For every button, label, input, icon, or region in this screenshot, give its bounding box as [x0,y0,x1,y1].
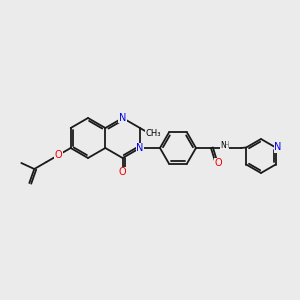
Text: N: N [119,113,126,123]
Text: CH₃: CH₃ [145,128,161,137]
Text: H: H [223,140,229,149]
Text: O: O [119,167,127,177]
Text: O: O [55,150,62,160]
Text: N: N [220,140,226,149]
Text: N: N [274,142,281,152]
Text: O: O [214,158,222,168]
Text: N: N [136,143,144,153]
